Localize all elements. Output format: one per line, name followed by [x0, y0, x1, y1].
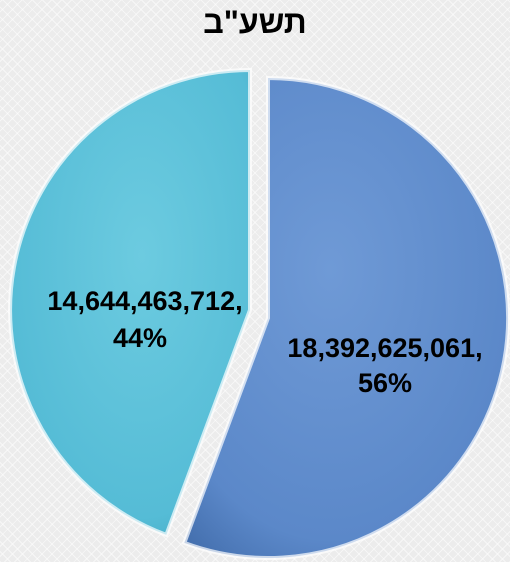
pie-slice-1: [8, 67, 252, 538]
pie-slice-0: [181, 75, 510, 560]
slice-0-value-label: 18,392,625,061,: [287, 333, 482, 363]
slice-0-percent-label: 56%: [358, 368, 412, 398]
chart-title: תשע"ב: [203, 4, 307, 40]
slice-1-value-label: 14,644,463,712,: [47, 286, 242, 316]
slice-1-percent-label: 44%: [113, 323, 167, 353]
